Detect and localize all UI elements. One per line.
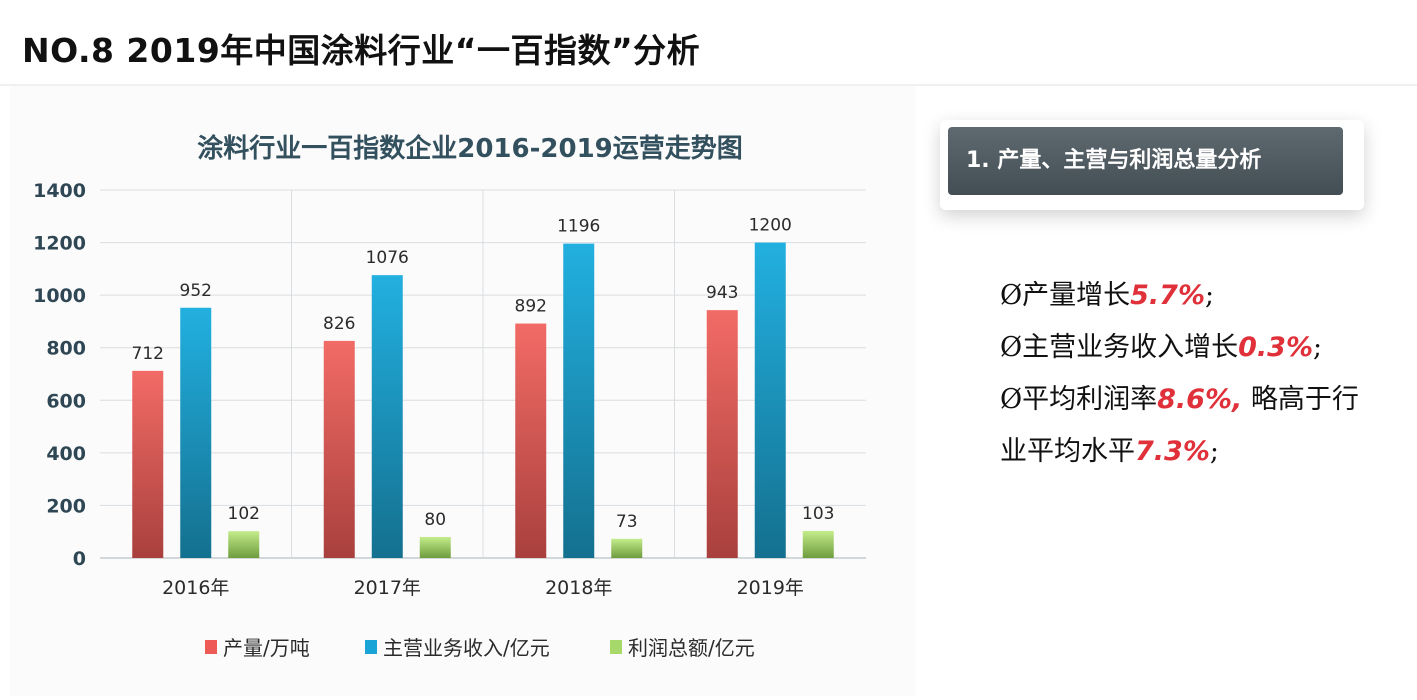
data-label: 1196 <box>557 217 600 237</box>
bullet-industry-average: 业平均水平7.3%; <box>1000 426 1400 478</box>
bar <box>228 531 260 558</box>
bar <box>132 370 164 558</box>
data-label: 712 <box>132 344 164 364</box>
bar <box>754 242 786 559</box>
section-header: 1. 产量、主营与利润总量分析 <box>948 127 1343 195</box>
y-tick-label: 600 <box>46 390 86 412</box>
legend-swatch <box>610 640 622 654</box>
legend-label: 产量/万吨 <box>223 636 310 660</box>
bullet-text: 产量增长 <box>1022 280 1131 311</box>
y-tick-label: 200 <box>46 495 86 517</box>
bullet-value: 7.3% <box>1135 436 1210 467</box>
y-tick-label: 1200 <box>33 233 86 255</box>
bar <box>706 310 738 558</box>
legend-label: 利润总额/亿元 <box>628 636 755 660</box>
bullet-text: 业平均水平 <box>1000 436 1135 467</box>
bullet-text: 平均利润率 <box>1022 384 1158 415</box>
bullet-end: ; <box>1205 280 1215 311</box>
data-label: 892 <box>515 297 547 317</box>
bullet-marker: Ø <box>1000 332 1023 363</box>
data-label: 943 <box>706 283 738 303</box>
data-label: 952 <box>180 281 212 301</box>
legend-label: 主营业务收入/亿元 <box>383 636 550 660</box>
y-tick-label: 0 <box>73 548 86 570</box>
y-tick-label: 1000 <box>33 285 86 307</box>
bar <box>802 530 834 558</box>
bullet-production-growth: Ø产量增长5.7%; <box>1000 270 1400 322</box>
bar <box>563 243 595 558</box>
bullet-end: ; <box>1313 332 1323 363</box>
y-tick-label: 400 <box>46 443 86 465</box>
bar <box>611 538 643 558</box>
bar <box>371 275 403 558</box>
chart-title: 涂料行业一百指数企业2016-2019运营走势图 <box>197 134 743 164</box>
bullet-value: 5.7% <box>1130 280 1206 311</box>
legend-swatch <box>205 640 217 654</box>
bullet-profit-margin: Ø平均利润率8.6%, 略高于行 <box>1000 374 1400 426</box>
bullet-rest: 略高于行 <box>1242 384 1359 415</box>
legend-swatch <box>365 640 377 654</box>
bullet-marker: Ø <box>1000 384 1023 415</box>
bullet-revenue-growth: Ø主营业务收入增长0.3%; <box>1000 322 1400 374</box>
data-label: 103 <box>802 504 834 524</box>
bullet-value: 0.3% <box>1238 332 1314 363</box>
bullet-value: 8.6%, <box>1157 384 1243 415</box>
bar <box>419 536 451 558</box>
x-tick-label: 2018年 <box>545 577 612 599</box>
bar-chart: 0 200 400 600 800 1000 1200 1400 712 952 102 2016年 8… <box>33 180 866 660</box>
bullet-marker: Ø <box>1000 280 1023 311</box>
data-label: 1200 <box>749 216 792 236</box>
bullet-end: ; <box>1209 436 1219 467</box>
bar <box>180 307 212 558</box>
x-tick-label: 2016年 <box>162 577 229 599</box>
data-label: 73 <box>616 512 638 532</box>
bar <box>323 340 355 558</box>
x-tick-label: 2019年 <box>737 577 804 599</box>
title-divider <box>0 84 1417 86</box>
data-label: 1076 <box>366 248 409 268</box>
page-title: NO.8 2019年中国涂料行业“一百指数”分析 <box>22 31 701 70</box>
analysis-bullets: Ø产量增长5.7%; Ø主营业务收入增长0.3%; Ø平均利润率8.6%, 略高… <box>1000 270 1400 478</box>
bullet-text: 主营业务收入增长 <box>1022 332 1239 363</box>
data-label: 80 <box>424 510 446 530</box>
x-tick-label: 2017年 <box>354 577 421 599</box>
bar <box>515 323 547 558</box>
data-label: 102 <box>228 504 260 524</box>
data-label: 826 <box>323 314 355 334</box>
y-tick-label: 1400 <box>33 180 86 202</box>
y-tick-label: 800 <box>46 338 86 360</box>
